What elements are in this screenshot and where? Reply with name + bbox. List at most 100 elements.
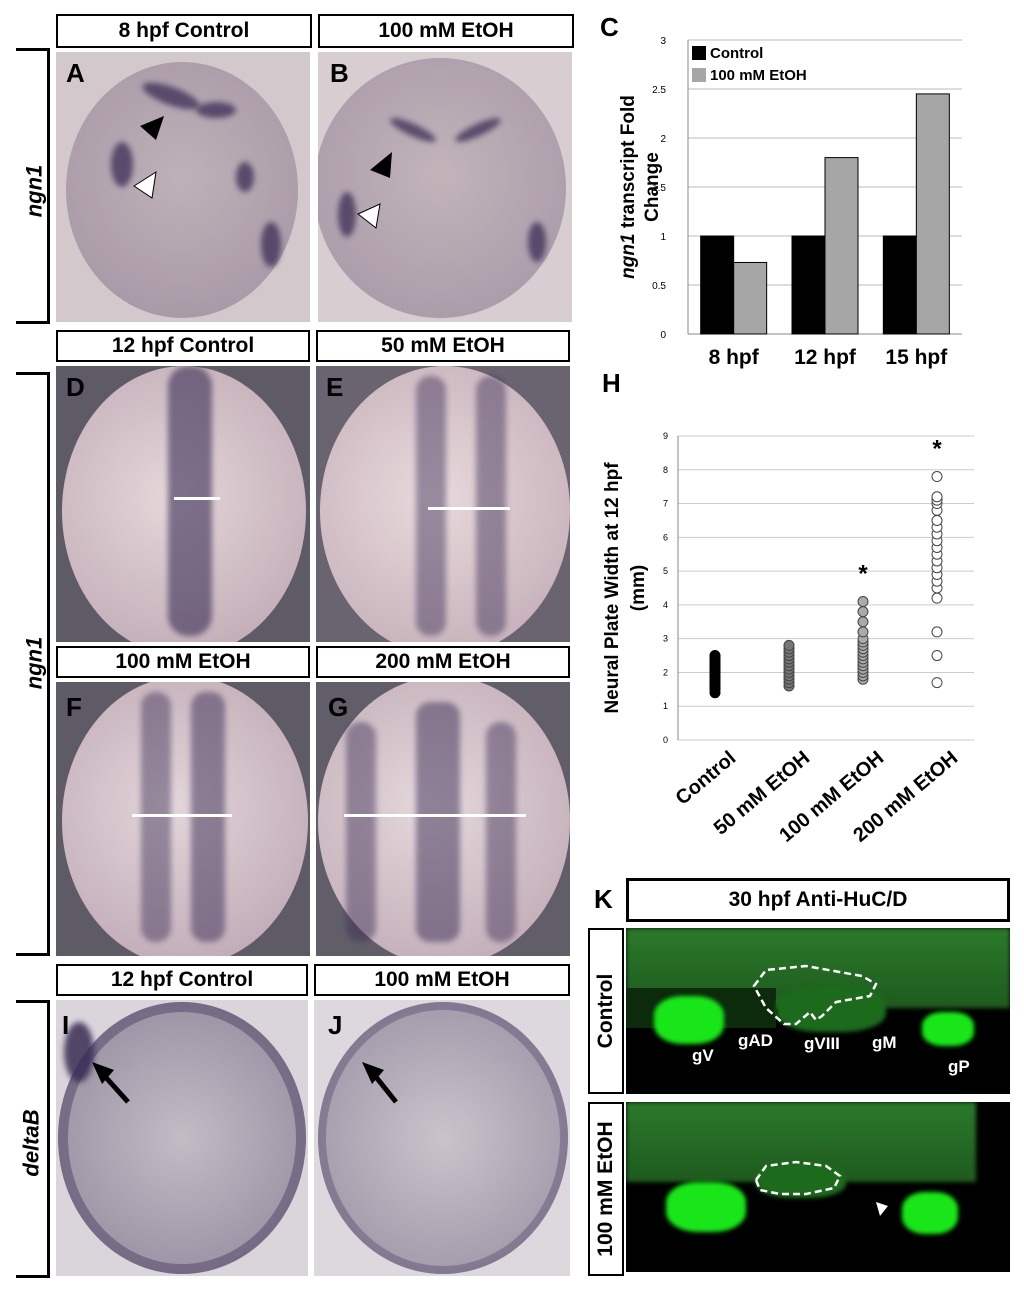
panel-f-header: 100 mM EtOH bbox=[56, 646, 310, 678]
y-axis-label: Neural Plate Width at 12 hpf (mm) bbox=[602, 462, 649, 714]
y-axis-label: ngn1 transcript Fold Change bbox=[618, 95, 663, 279]
bar bbox=[824, 157, 859, 335]
y-tick-label: 0.5 bbox=[652, 281, 666, 292]
stain bbox=[111, 142, 133, 187]
bar bbox=[700, 235, 735, 335]
width-line bbox=[344, 814, 526, 817]
x-tick-label: 15 hpf bbox=[885, 346, 948, 369]
arrow-icon bbox=[92, 1062, 130, 1104]
side-label-box-middle bbox=[16, 372, 50, 956]
y-tick-label: 1.5 bbox=[652, 183, 666, 194]
panel-letter-h: H bbox=[602, 368, 621, 398]
width-line bbox=[174, 497, 220, 500]
gviii-outline bbox=[754, 1160, 888, 1216]
neural-plate-stain bbox=[476, 376, 506, 636]
data-point bbox=[931, 491, 943, 503]
panel-letter-b: B bbox=[330, 58, 349, 88]
panel-j-header: 100 mM EtOH bbox=[314, 964, 570, 996]
fluor-control-image: gV gAD gVIII gM gP bbox=[626, 928, 1010, 1094]
panel-g-image: G bbox=[316, 682, 570, 956]
panel-letter-g: G bbox=[328, 692, 349, 722]
panel-k-header: 30 hpf Anti-HuC/D bbox=[626, 878, 1010, 922]
black-arrowhead-icon bbox=[140, 116, 164, 140]
neural-plate-stain bbox=[191, 692, 225, 942]
label-gAD: gAD bbox=[738, 1031, 773, 1050]
neural-plate-stain bbox=[486, 722, 516, 942]
panel-d-header: 12 hpf Control bbox=[56, 330, 310, 362]
side-label-box-top bbox=[16, 48, 50, 324]
y-tick-label: 0 bbox=[663, 735, 668, 745]
fluor-etoh-image bbox=[626, 1102, 1010, 1272]
panel-letter-k: K bbox=[594, 884, 613, 914]
y-tick-label: 2 bbox=[660, 134, 666, 145]
stain bbox=[261, 222, 281, 267]
legend-swatch bbox=[692, 46, 706, 60]
side-label-box-bottom bbox=[16, 1000, 50, 1278]
y-tick-label: 9 bbox=[663, 431, 668, 441]
panel-a-image: A bbox=[56, 52, 310, 322]
white-arrowhead-icon bbox=[876, 1202, 888, 1216]
legend-label: Control bbox=[710, 45, 763, 62]
y-tick-label: 7 bbox=[663, 499, 668, 509]
legend-swatch bbox=[692, 68, 706, 82]
data-point bbox=[857, 626, 869, 638]
panel-e-image: E bbox=[316, 366, 570, 642]
panel-a-header: 8 hpf Control bbox=[56, 14, 312, 48]
neural-plate-stain bbox=[168, 366, 212, 636]
bar bbox=[882, 235, 917, 335]
white-arrowhead-icon bbox=[133, 170, 157, 199]
stain bbox=[196, 102, 236, 118]
gviii-outline bbox=[752, 964, 878, 1026]
bar bbox=[791, 235, 826, 335]
row-label-etoh: 100 mM EtOH bbox=[588, 1102, 624, 1276]
black-arrowhead-icon bbox=[370, 152, 392, 178]
y-tick-label: 4 bbox=[663, 600, 668, 610]
neural-plate-stain bbox=[416, 376, 446, 636]
data-point bbox=[857, 606, 869, 618]
arrowheads bbox=[357, 152, 392, 229]
neural-plate-stain bbox=[141, 692, 171, 942]
y-tick-label: 1 bbox=[663, 701, 668, 711]
y-tick-label: 3 bbox=[660, 36, 666, 47]
ganglion bbox=[756, 1162, 846, 1198]
data-point bbox=[857, 616, 869, 628]
y-tick-label: 2 bbox=[663, 667, 668, 677]
panel-letter-f: F bbox=[66, 692, 82, 722]
y-axis-label-line2: Change bbox=[642, 152, 663, 222]
data-point bbox=[709, 650, 721, 662]
panel-letter-d: D bbox=[66, 372, 85, 402]
row-label-control: Control bbox=[588, 928, 624, 1094]
data-point bbox=[931, 514, 943, 526]
width-line bbox=[428, 507, 510, 510]
y-tick-label: 2.5 bbox=[652, 85, 666, 96]
y-tick-label: 1 bbox=[660, 232, 666, 243]
neural-plate-stain bbox=[346, 722, 376, 942]
stain bbox=[64, 1022, 94, 1082]
ganglion bbox=[922, 1012, 974, 1046]
side-label-middle: ngn1 bbox=[21, 636, 47, 690]
panel-i-image: I bbox=[56, 1000, 308, 1276]
arrowheads bbox=[133, 116, 164, 199]
embryo bbox=[318, 1002, 568, 1274]
side-label-top: ngn1 bbox=[21, 164, 47, 218]
data-point bbox=[931, 471, 943, 483]
panel-letter-c: C bbox=[600, 12, 619, 42]
ganglion bbox=[654, 996, 724, 1044]
data-point bbox=[931, 650, 943, 662]
x-tick-label: 8 hpf bbox=[709, 346, 760, 369]
y-tick-label: 6 bbox=[663, 532, 668, 542]
ganglion bbox=[902, 1192, 958, 1234]
data-point bbox=[857, 596, 869, 608]
panel-letter-i: I bbox=[62, 1010, 70, 1040]
embryo bbox=[318, 58, 566, 318]
panel-j-image: J bbox=[314, 1000, 570, 1276]
neural-plate-stain bbox=[416, 702, 460, 942]
ganglion bbox=[666, 1182, 746, 1232]
label-gP: gP bbox=[948, 1057, 970, 1076]
panel-b-image: B bbox=[318, 52, 572, 322]
y-tick-label: 0 bbox=[660, 330, 666, 341]
side-label-bottom: deltaB bbox=[18, 1109, 44, 1177]
label-gVIII: gVIII bbox=[804, 1034, 840, 1053]
panel-i-header: 12 hpf Control bbox=[56, 964, 308, 996]
